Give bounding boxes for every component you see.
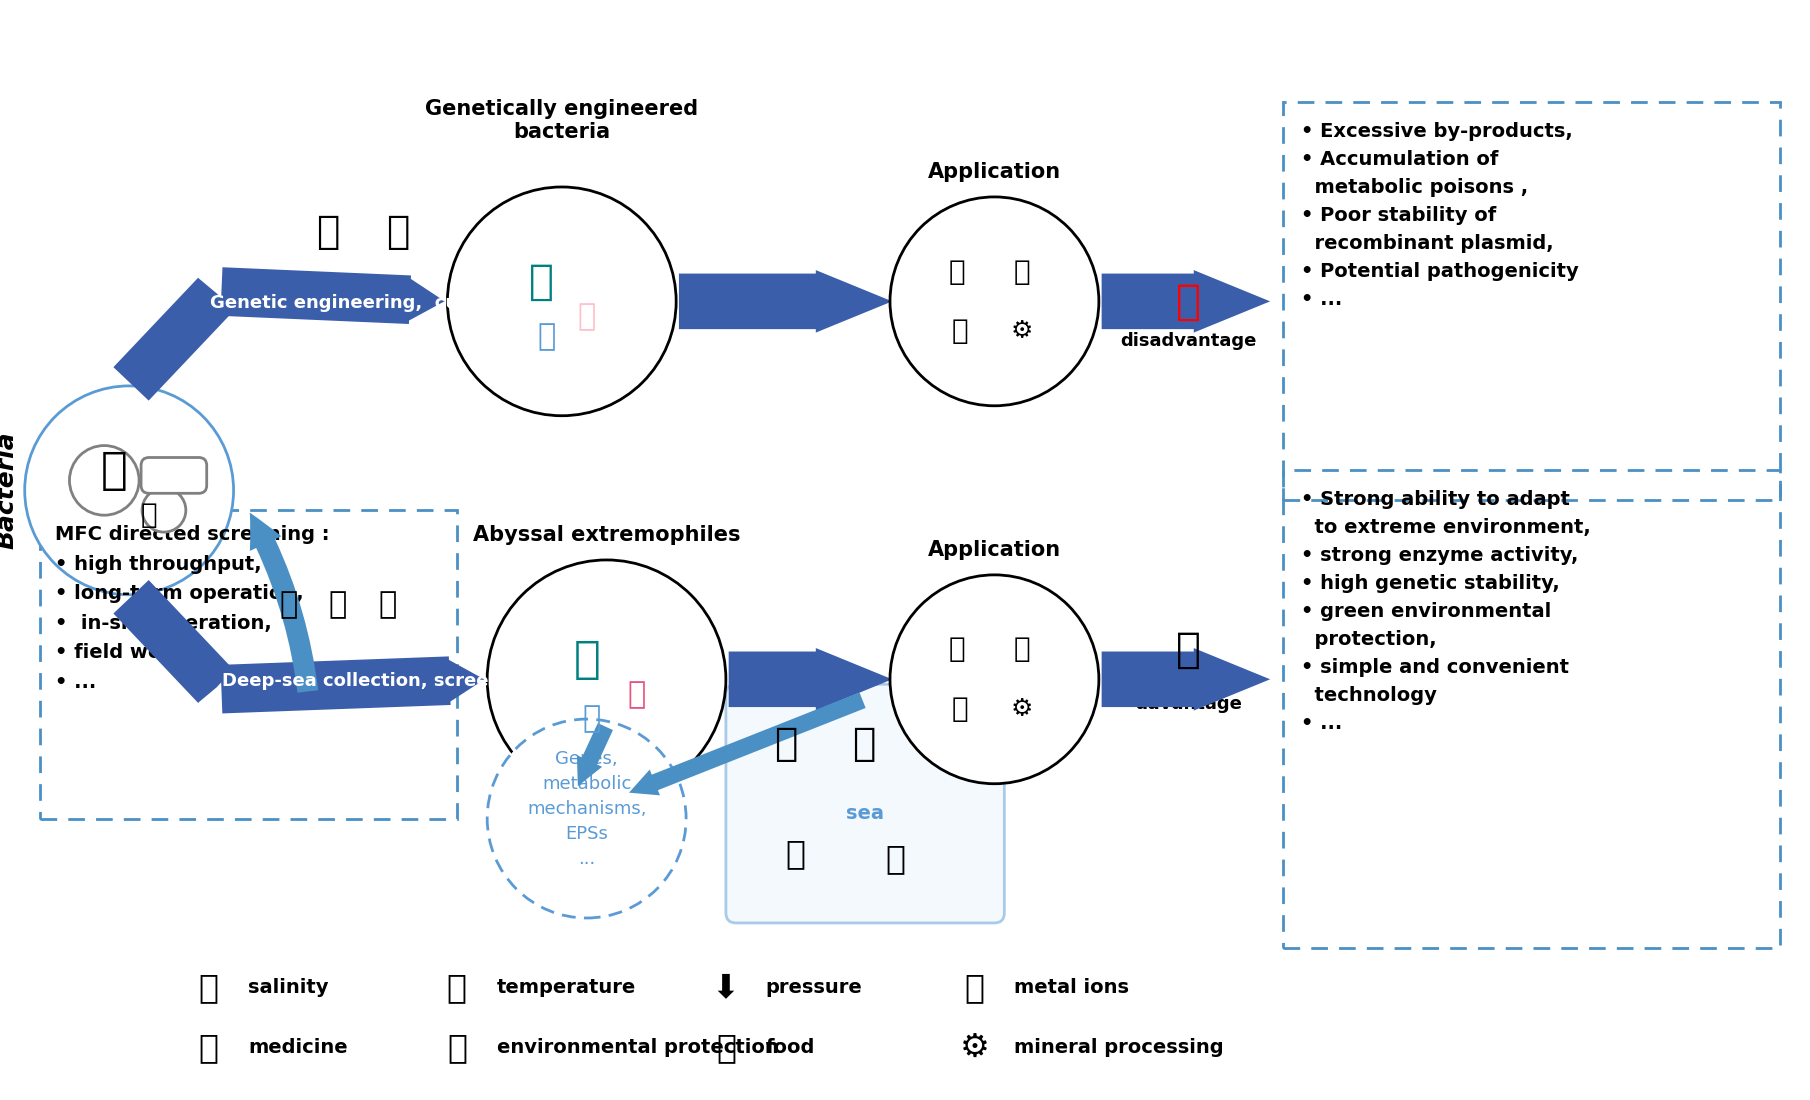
Text: • Excessive by-products,
• Accumulation of
  metabolic poisons ,
• Poor stabilit: • Excessive by-products, • Accumulation … (1301, 122, 1578, 309)
Text: 💊: 💊 (199, 1031, 219, 1064)
Text: 🔋: 🔋 (329, 591, 348, 619)
Text: Deep-sea collection, screening: Deep-sea collection, screening (223, 672, 534, 691)
Circle shape (487, 719, 686, 918)
Text: 🧬: 🧬 (317, 212, 340, 251)
Text: 🦠: 🦠 (628, 680, 646, 708)
Text: 🌲: 🌲 (447, 1031, 467, 1064)
Text: 🚢: 🚢 (279, 591, 297, 619)
Text: 🧪: 🧪 (378, 591, 396, 619)
Text: Genetically engineered
bacteria: Genetically engineered bacteria (425, 99, 699, 142)
Text: metal ions: metal ions (1014, 978, 1129, 997)
Text: 💧: 💧 (199, 971, 219, 1004)
Text: 💊: 💊 (948, 636, 965, 663)
Text: 🌲: 🌲 (1014, 636, 1030, 663)
Text: pressure: pressure (766, 978, 862, 997)
Text: 💡: 💡 (1176, 628, 1200, 671)
Text: 🌡️: 🌡️ (447, 971, 467, 1004)
Text: ⛏️: ⛏️ (965, 971, 985, 1004)
Circle shape (891, 197, 1099, 406)
Text: ⬇️: ⬇️ (711, 971, 740, 1004)
Text: 🥤: 🥤 (717, 1031, 737, 1064)
Text: ⚙️: ⚙️ (1012, 697, 1034, 722)
Text: ⚙️: ⚙️ (1012, 319, 1034, 343)
Text: 💊: 💊 (948, 257, 965, 286)
Text: ⚙️: ⚙️ (959, 1031, 990, 1064)
Text: MFC directed screening :
• high throughput,
• long-term operation,
•  in-situ op: MFC directed screening : • high throughp… (54, 525, 329, 692)
Text: 🌡️: 🌡️ (854, 725, 876, 763)
Circle shape (447, 187, 677, 416)
Text: 🛡️: 🛡️ (1176, 280, 1200, 322)
Text: Genes,
metabolic
mechanisms,
EPSs
...: Genes, metabolic mechanisms, EPSs ... (527, 749, 646, 868)
Text: 🦠: 🦠 (574, 638, 601, 681)
Text: disadvantage: disadvantage (1120, 332, 1256, 350)
Text: advantage: advantage (1135, 695, 1242, 713)
Text: ⛏️: ⛏️ (786, 837, 805, 870)
Text: Genetic engineering,  culture: Genetic engineering, culture (210, 295, 507, 312)
Text: Bacteria: Bacteria (0, 431, 18, 549)
Text: environmental protection: environmental protection (498, 1037, 778, 1057)
Text: 🌊: 🌊 (885, 842, 905, 874)
Text: 🦠: 🦠 (583, 705, 601, 734)
Text: sea: sea (845, 804, 883, 823)
Text: Application: Application (929, 540, 1061, 560)
Text: 🧪: 🧪 (386, 212, 409, 251)
Circle shape (891, 575, 1099, 783)
Circle shape (25, 386, 233, 595)
Text: 🧂: 🧂 (775, 725, 796, 763)
Text: food: food (766, 1037, 814, 1057)
FancyBboxPatch shape (726, 684, 1005, 923)
Text: medicine: medicine (248, 1037, 348, 1057)
Text: 🦠: 🦠 (529, 261, 554, 302)
Text: temperature: temperature (498, 978, 637, 997)
Text: Abyssal extremophiles: Abyssal extremophiles (472, 525, 740, 544)
Circle shape (487, 560, 726, 799)
Text: 🥤: 🥤 (952, 695, 968, 723)
Text: 🦠: 🦠 (141, 502, 157, 529)
Text: 🌲: 🌲 (1014, 257, 1030, 286)
Text: • Strong ability to adapt
  to extreme environment,
• strong enzyme activity,
• : • Strong ability to adapt to extreme env… (1301, 491, 1591, 734)
Circle shape (141, 488, 186, 532)
Text: 🦠: 🦠 (101, 449, 127, 492)
Circle shape (69, 446, 139, 515)
Text: Application: Application (929, 162, 1061, 182)
FancyBboxPatch shape (141, 458, 206, 493)
Text: 🦠: 🦠 (577, 301, 595, 331)
Text: 🥤: 🥤 (952, 317, 968, 345)
Text: salinity: salinity (248, 978, 329, 997)
Text: 🦠: 🦠 (538, 321, 556, 351)
Text: mineral processing: mineral processing (1014, 1037, 1224, 1057)
